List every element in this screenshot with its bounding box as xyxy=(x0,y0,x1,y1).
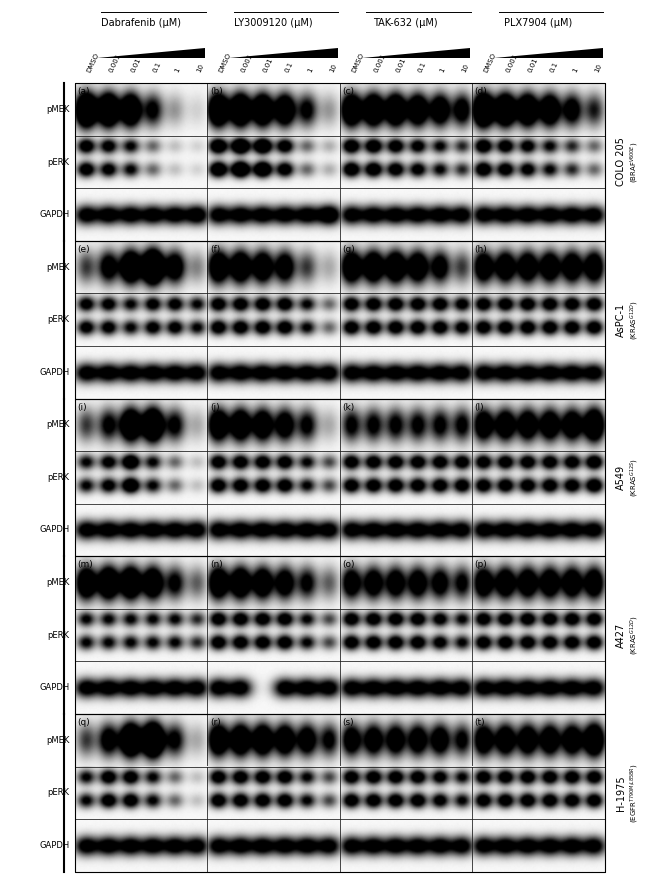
Text: A549: A549 xyxy=(616,465,626,490)
Text: COLO 205: COLO 205 xyxy=(616,138,626,187)
Text: GAPDH: GAPDH xyxy=(39,368,70,377)
Text: pERK: pERK xyxy=(47,788,70,797)
Text: (g): (g) xyxy=(343,245,355,254)
Text: (EGFR$^{T790M/L858R}$): (EGFR$^{T790M/L858R}$) xyxy=(629,763,641,823)
Text: (k): (k) xyxy=(343,403,354,412)
Text: (a): (a) xyxy=(77,88,90,96)
Text: LY3009120 (μM): LY3009120 (μM) xyxy=(234,18,313,28)
Text: pMEK: pMEK xyxy=(46,105,70,114)
Text: 1: 1 xyxy=(174,67,181,74)
Text: (KRAS$^{G12S}$): (KRAS$^{G12S}$) xyxy=(629,458,641,497)
Text: A427: A427 xyxy=(616,623,626,647)
Text: (r): (r) xyxy=(210,718,220,727)
Text: 0.1: 0.1 xyxy=(285,60,294,74)
Text: (l): (l) xyxy=(474,403,484,412)
Text: 0.01: 0.01 xyxy=(263,56,274,74)
Text: (c): (c) xyxy=(343,88,354,96)
Text: 0.01: 0.01 xyxy=(130,56,142,74)
Text: TAK-632 (μM): TAK-632 (μM) xyxy=(374,18,438,28)
Text: (m): (m) xyxy=(77,561,93,569)
Text: GAPDH: GAPDH xyxy=(39,683,70,692)
Text: (p): (p) xyxy=(474,561,488,569)
Text: 1: 1 xyxy=(439,67,447,74)
Text: 0.001: 0.001 xyxy=(108,53,122,74)
Text: 1: 1 xyxy=(571,67,578,74)
Text: PLX7904 (μM): PLX7904 (μM) xyxy=(504,18,573,28)
Text: 0.1: 0.1 xyxy=(417,60,427,74)
Text: H-1975: H-1975 xyxy=(616,775,626,810)
Text: (e): (e) xyxy=(77,245,90,254)
Text: pERK: pERK xyxy=(47,158,70,166)
Text: pERK: pERK xyxy=(47,631,70,639)
Text: 0.1: 0.1 xyxy=(549,60,560,74)
Text: 0.001: 0.001 xyxy=(240,53,254,74)
Text: (b): (b) xyxy=(210,88,222,96)
Text: (d): (d) xyxy=(474,88,488,96)
Text: GAPDH: GAPDH xyxy=(39,210,70,219)
Text: DMSO: DMSO xyxy=(350,52,365,74)
Text: pMEK: pMEK xyxy=(46,263,70,272)
Text: DMSO: DMSO xyxy=(483,52,497,74)
Text: (o): (o) xyxy=(343,561,355,569)
Text: 10: 10 xyxy=(461,62,470,74)
Text: (s): (s) xyxy=(343,718,354,727)
Text: (q): (q) xyxy=(77,718,90,727)
Text: (t): (t) xyxy=(474,718,486,727)
Text: 0.01: 0.01 xyxy=(527,56,540,74)
Text: DMSO: DMSO xyxy=(218,52,233,74)
Text: (KRAS$^{G12D}$): (KRAS$^{G12D}$) xyxy=(629,300,641,340)
Text: 10: 10 xyxy=(593,62,603,74)
Text: DMSO: DMSO xyxy=(86,52,100,74)
Text: pMEK: pMEK xyxy=(46,420,70,429)
Text: 0.001: 0.001 xyxy=(505,53,519,74)
Text: (i): (i) xyxy=(77,403,87,412)
Text: 1: 1 xyxy=(307,67,314,74)
Text: pMEK: pMEK xyxy=(46,578,70,587)
Text: 10: 10 xyxy=(196,62,205,74)
Text: 0.01: 0.01 xyxy=(395,56,407,74)
Text: (j): (j) xyxy=(210,403,220,412)
Text: pERK: pERK xyxy=(47,315,70,324)
Text: GAPDH: GAPDH xyxy=(39,841,70,850)
Text: (BRAF$^{V600E}$): (BRAF$^{V600E}$) xyxy=(629,141,641,183)
Text: pERK: pERK xyxy=(47,473,70,482)
Text: pMEK: pMEK xyxy=(46,736,70,745)
Text: (n): (n) xyxy=(210,561,222,569)
Text: 10: 10 xyxy=(329,62,338,74)
Text: (f): (f) xyxy=(210,245,220,254)
Text: (h): (h) xyxy=(474,245,488,254)
Text: Dabrafenib (μM): Dabrafenib (μM) xyxy=(101,18,181,28)
Text: 0.001: 0.001 xyxy=(372,53,387,74)
Text: (KRAS$^{G12D}$): (KRAS$^{G12D}$) xyxy=(629,615,641,655)
Text: GAPDH: GAPDH xyxy=(39,526,70,534)
Text: 0.1: 0.1 xyxy=(152,60,162,74)
Text: AsPC-1: AsPC-1 xyxy=(616,303,626,336)
